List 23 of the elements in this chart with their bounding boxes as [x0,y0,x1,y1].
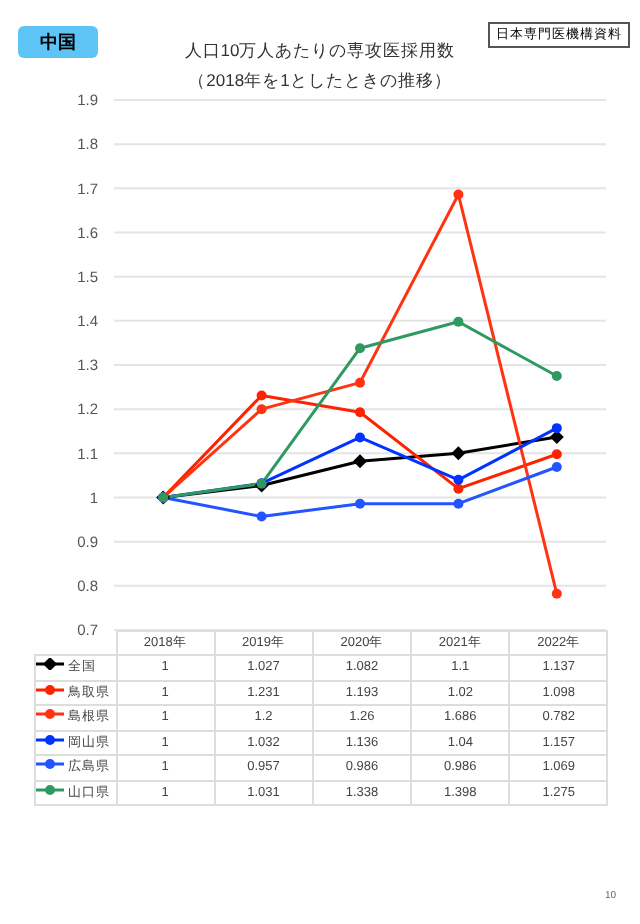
point [453,474,464,485]
point [355,343,365,354]
point [453,483,464,494]
point [256,390,267,401]
point [451,446,466,461]
text: 中国 [18,26,98,58]
point [353,454,367,469]
point [551,423,562,434]
point [551,462,562,473]
point [551,588,562,599]
chart-subtitle: （2018年を1としたときの推移） [186,70,454,94]
point [256,404,267,415]
point [355,377,365,388]
point [551,371,562,382]
point [453,316,464,327]
point [355,498,365,509]
point [256,511,267,522]
point [355,432,365,443]
point [453,189,464,200]
point [551,449,562,460]
point [453,498,464,509]
chart-title: 人口10万人あたりの専攻医採用数 [184,40,456,60]
point [355,407,365,418]
